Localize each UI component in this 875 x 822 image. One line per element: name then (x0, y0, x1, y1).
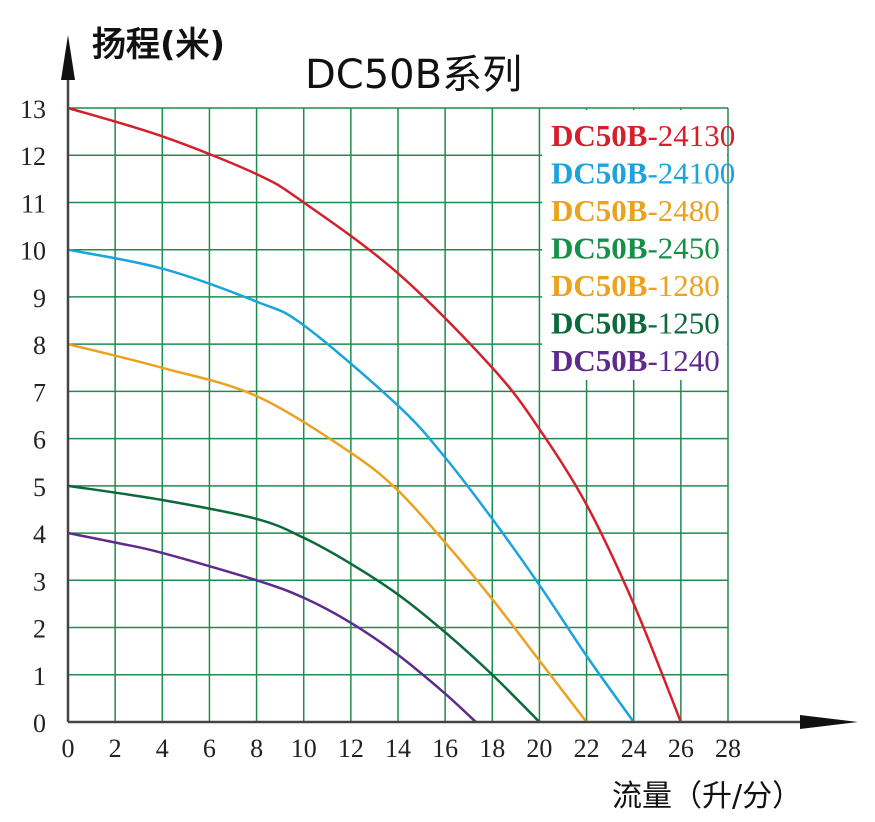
legend-entry: DC50B-1280 (551, 268, 720, 303)
y-tick-label: 6 (33, 426, 46, 455)
series-line-dc50b-24130 (67, 106, 683, 723)
legend-entry: DC50B-2450 (551, 231, 720, 266)
x-tick-label: 16 (432, 734, 458, 763)
y-axis-arrow-icon (61, 35, 75, 80)
legend-model: DC50B (551, 193, 647, 228)
x-tick-label: 14 (385, 734, 411, 763)
y-axis-label: 扬程(米) (92, 25, 225, 65)
x-tick-label: 28 (715, 734, 741, 763)
y-tick-label: 3 (33, 567, 46, 596)
x-tick-label: 2 (109, 734, 122, 763)
y-tick-label: 8 (33, 331, 46, 360)
legend-suffix: -1250 (647, 306, 719, 341)
x-tick-label: 22 (574, 734, 600, 763)
y-tick-label: 1 (33, 662, 46, 691)
x-tick-label: 4 (156, 734, 169, 763)
series-line-dc50b-1250 (67, 484, 541, 723)
x-tick-label: 10 (291, 734, 317, 763)
legend-suffix: -2450 (647, 231, 719, 266)
legend-entry: DC50B-2480 (551, 193, 720, 228)
x-tick-label: 20 (526, 734, 552, 763)
legend-background (542, 110, 727, 380)
y-tick-label: 2 (33, 615, 46, 644)
legend-suffix: -24100 (647, 156, 735, 191)
x-tick-label: 18 (479, 734, 505, 763)
legend-entry: DC50B-1250 (551, 306, 720, 341)
y-tick-label: 5 (33, 473, 46, 502)
legend-model: DC50B (551, 156, 647, 191)
x-tick-label: 24 (621, 734, 647, 763)
legend-model: DC50B (551, 231, 647, 266)
y-tick-label: 10 (20, 237, 46, 266)
legend-suffix: -24130 (647, 118, 735, 153)
legend-entry: DC50B-24100 (551, 156, 735, 191)
legend-model: DC50B (551, 118, 647, 153)
axes (61, 35, 858, 729)
y-tick-label: 7 (33, 378, 46, 407)
curves (67, 106, 683, 723)
legend-suffix: -2480 (647, 193, 719, 228)
y-tick-label: 9 (33, 284, 46, 313)
chart-title: DC50B系列 (305, 52, 522, 98)
y-tick-label: 13 (20, 95, 46, 124)
legend-model: DC50B (551, 268, 647, 303)
x-tick-labels: 0 2 4 6 8 10 12 14 16 18 20 22 24 26 28 (62, 734, 742, 763)
y-tick-label: 12 (20, 142, 46, 171)
x-axis-label: 流量（升/分） (612, 779, 802, 814)
legend-model: DC50B (551, 343, 647, 378)
x-tick-label: 26 (668, 734, 694, 763)
y-tick-label: 0 (33, 709, 46, 738)
x-tick-label: 6 (203, 734, 216, 763)
y-tick-label: 11 (21, 189, 46, 218)
legend-suffix: -1240 (647, 343, 719, 378)
legend: DC50B-24130DC50B-24100DC50B-2480DC50B-24… (551, 118, 735, 378)
legend-entry: DC50B-24130 (551, 118, 735, 153)
x-tick-label: 12 (338, 734, 364, 763)
x-tick-label: 0 (62, 734, 75, 763)
x-axis-arrow-icon (800, 715, 858, 729)
y-tick-label: 4 (33, 520, 46, 549)
series-line-dc50b-24100 (67, 248, 635, 723)
series-line-dc50b-2480 (67, 342, 588, 723)
legend-model: DC50B (551, 306, 647, 341)
legend-entry: DC50B-1240 (551, 343, 720, 378)
series-line-dc50b-1240 (67, 531, 477, 723)
x-tick-label: 8 (250, 734, 263, 763)
legend-suffix: -1280 (647, 268, 719, 303)
